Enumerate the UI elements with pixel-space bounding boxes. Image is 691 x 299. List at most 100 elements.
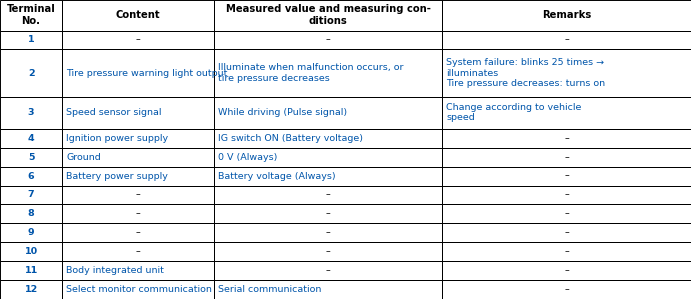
Bar — [214, 129, 442, 148]
Bar — [214, 280, 442, 299]
Bar — [214, 185, 442, 205]
Text: 4: 4 — [28, 134, 35, 143]
Text: –: – — [326, 228, 330, 237]
Text: –: – — [565, 209, 569, 218]
Text: –: – — [326, 36, 330, 45]
Bar — [62, 97, 214, 129]
Text: 12: 12 — [24, 285, 38, 294]
Bar — [214, 205, 442, 223]
Bar — [214, 148, 442, 167]
Bar — [0, 97, 62, 129]
Bar — [62, 30, 214, 49]
Text: 8: 8 — [28, 209, 35, 218]
Bar — [442, 148, 691, 167]
Text: –: – — [136, 209, 140, 218]
Bar — [442, 97, 691, 129]
Text: –: – — [326, 247, 330, 256]
Text: –: – — [565, 190, 569, 199]
Text: –: – — [565, 134, 569, 143]
Bar — [62, 242, 214, 261]
Text: Tire pressure warning light output: Tire pressure warning light output — [66, 68, 228, 77]
Bar — [62, 205, 214, 223]
Bar — [442, 205, 691, 223]
Text: Content: Content — [116, 10, 160, 20]
Text: Body integrated unit: Body integrated unit — [66, 266, 164, 275]
Bar — [442, 280, 691, 299]
Text: Battery voltage (Always): Battery voltage (Always) — [218, 172, 336, 181]
Bar — [0, 167, 62, 185]
Bar — [0, 185, 62, 205]
Text: Remarks: Remarks — [542, 10, 591, 20]
Text: IG switch ON (Battery voltage): IG switch ON (Battery voltage) — [218, 134, 363, 143]
Bar — [62, 280, 214, 299]
Text: Serial communication: Serial communication — [218, 285, 322, 294]
Text: –: – — [565, 266, 569, 275]
Text: 11: 11 — [24, 266, 38, 275]
Bar — [214, 97, 442, 129]
Bar — [214, 242, 442, 261]
Text: Battery power supply: Battery power supply — [66, 172, 168, 181]
Bar — [0, 205, 62, 223]
Bar — [442, 167, 691, 185]
Bar — [442, 185, 691, 205]
Text: 0 V (Always): 0 V (Always) — [218, 152, 278, 162]
Text: 3: 3 — [28, 108, 35, 117]
Bar — [62, 0, 214, 30]
Text: –: – — [565, 152, 569, 162]
Bar — [62, 167, 214, 185]
Bar — [442, 49, 691, 97]
Text: Change according to vehicle
speed: Change according to vehicle speed — [446, 103, 582, 122]
Bar — [62, 148, 214, 167]
Text: –: – — [326, 190, 330, 199]
Bar — [0, 0, 62, 30]
Bar — [62, 185, 214, 205]
Bar — [442, 261, 691, 280]
Text: 7: 7 — [28, 190, 35, 199]
Bar — [442, 223, 691, 242]
Bar — [442, 30, 691, 49]
Text: 6: 6 — [28, 172, 35, 181]
Text: –: – — [136, 247, 140, 256]
Bar — [214, 0, 442, 30]
Bar — [442, 0, 691, 30]
Text: –: – — [565, 172, 569, 181]
Bar — [62, 49, 214, 97]
Bar — [62, 129, 214, 148]
Text: Measured value and measuring con-
ditions: Measured value and measuring con- dition… — [226, 4, 430, 26]
Text: –: – — [136, 36, 140, 45]
Bar — [62, 261, 214, 280]
Text: 5: 5 — [28, 152, 35, 162]
Text: –: – — [136, 190, 140, 199]
Text: –: – — [326, 266, 330, 275]
Bar — [0, 129, 62, 148]
Bar — [0, 49, 62, 97]
Text: –: – — [326, 209, 330, 218]
Bar — [214, 261, 442, 280]
Text: System failure: blinks 25 times →
illuminates
Tire pressure decreases: turns on: System failure: blinks 25 times → illumi… — [446, 58, 605, 88]
Text: –: – — [136, 228, 140, 237]
Text: 10: 10 — [25, 247, 37, 256]
Bar — [214, 49, 442, 97]
Bar — [62, 223, 214, 242]
Bar — [214, 167, 442, 185]
Text: 9: 9 — [28, 228, 35, 237]
Text: –: – — [565, 228, 569, 237]
Text: While driving (Pulse signal): While driving (Pulse signal) — [218, 108, 348, 117]
Text: Ground: Ground — [66, 152, 101, 162]
Bar — [0, 30, 62, 49]
Bar — [0, 261, 62, 280]
Text: Select monitor communication: Select monitor communication — [66, 285, 212, 294]
Bar — [442, 242, 691, 261]
Bar — [0, 223, 62, 242]
Bar — [0, 280, 62, 299]
Text: –: – — [565, 247, 569, 256]
Bar — [0, 242, 62, 261]
Bar — [442, 129, 691, 148]
Text: Ignition power supply: Ignition power supply — [66, 134, 169, 143]
Bar — [0, 148, 62, 167]
Text: –: – — [565, 285, 569, 294]
Bar — [214, 223, 442, 242]
Bar — [214, 30, 442, 49]
Text: Illuminate when malfunction occurs, or
tire pressure decreases: Illuminate when malfunction occurs, or t… — [218, 63, 404, 83]
Text: 1: 1 — [28, 36, 35, 45]
